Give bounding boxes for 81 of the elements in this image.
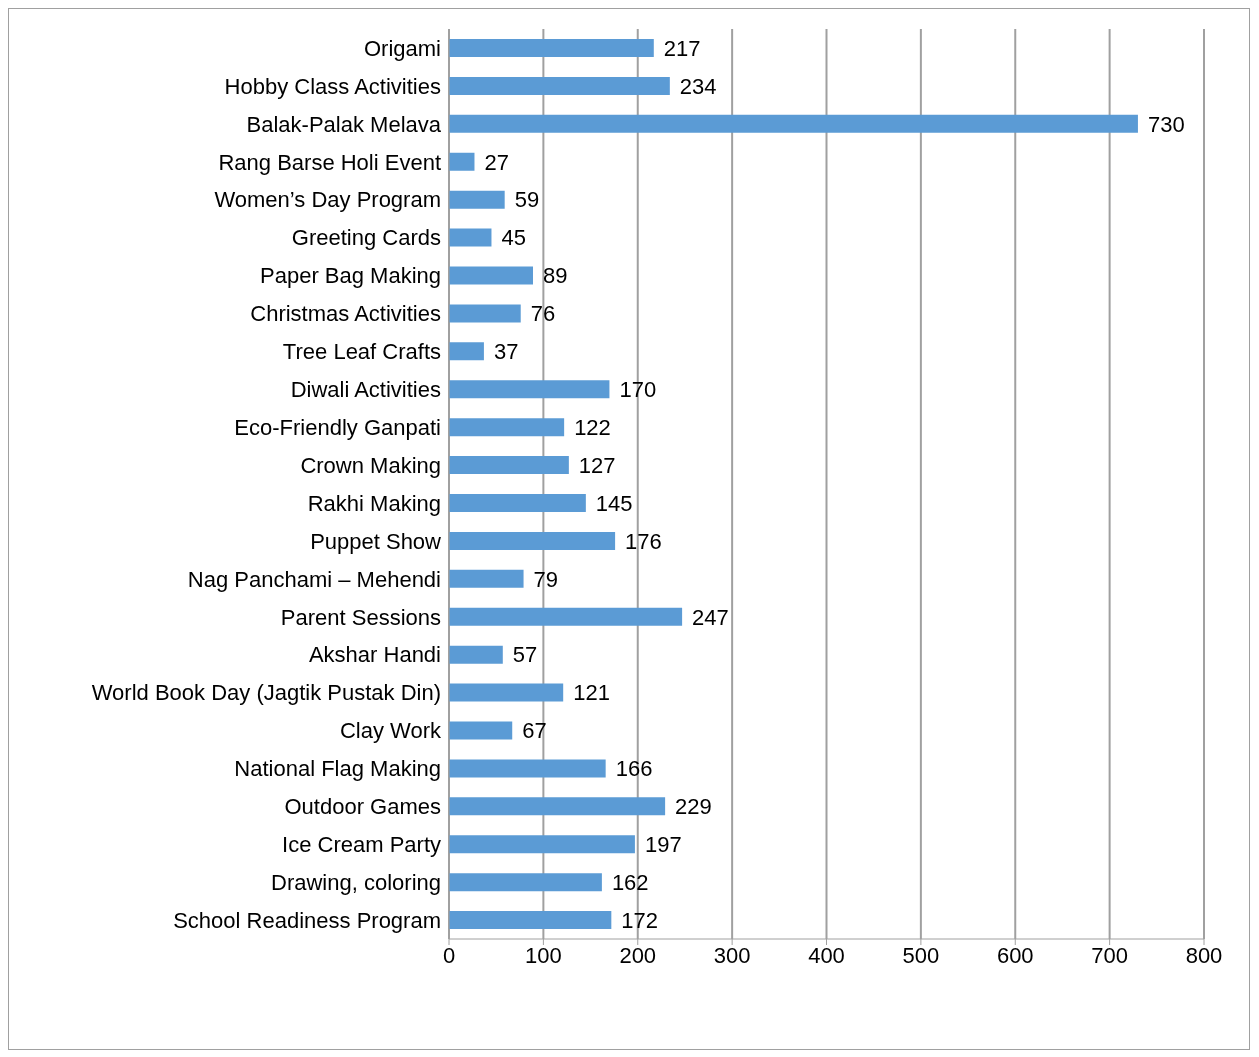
bar — [449, 152, 475, 171]
y-tick-label: School Readiness Program — [173, 907, 441, 933]
data-label: 730 — [1147, 111, 1185, 137]
data-label: 197 — [644, 832, 682, 858]
data-label: 170 — [619, 377, 657, 403]
bar — [449, 645, 503, 664]
bar — [449, 494, 586, 512]
data-label: 234 — [679, 73, 717, 99]
bar — [449, 721, 513, 740]
y-tick-label: Greeting Cards — [291, 225, 441, 251]
bar — [449, 266, 533, 285]
y-tick-label: National Flag Making — [234, 756, 441, 782]
y-tick-label: Paper Bag Making — [260, 263, 441, 289]
data-label: 162 — [611, 869, 649, 895]
x-tick-label: 600 — [996, 942, 1034, 968]
bar — [449, 342, 484, 361]
bar — [449, 114, 1138, 133]
bar — [449, 759, 606, 778]
data-label: 57 — [512, 642, 538, 668]
x-tick-label: 100 — [525, 942, 562, 968]
data-label: 229 — [675, 794, 712, 820]
bar — [449, 531, 616, 550]
data-label: 45 — [501, 225, 526, 251]
y-tick-label: Christmas Activities — [250, 301, 441, 327]
bar — [449, 873, 602, 892]
y-tick-label: Akshar Handi — [308, 642, 441, 668]
x-tick-label: 0 — [442, 942, 456, 968]
data-label: 89 — [542, 263, 568, 289]
data-label: 176 — [625, 528, 662, 554]
y-tick-label: Outdoor Games — [284, 794, 441, 820]
data-label: 67 — [522, 718, 547, 744]
bar — [449, 911, 612, 930]
data-label: 79 — [533, 566, 559, 592]
y-tick-label: Rakhi Making — [307, 490, 441, 516]
data-label: 172 — [621, 907, 659, 933]
y-tick-label: World Book Day (Jagtik Pustak Din) — [91, 680, 441, 706]
x-tick-label: 400 — [808, 942, 845, 968]
y-tick-label: Clay Work — [339, 718, 442, 744]
bar — [449, 569, 524, 588]
bar — [449, 797, 666, 816]
bar — [449, 76, 670, 95]
bar — [449, 835, 635, 854]
x-tick-label: 500 — [902, 942, 940, 968]
y-tick-label: Origami — [363, 35, 441, 61]
data-label: 37 — [493, 339, 519, 365]
x-tick-label: 300 — [713, 942, 751, 968]
y-tick-label: Rang Barse Holi Event — [218, 149, 441, 175]
data-label: 59 — [514, 187, 540, 213]
data-label: 121 — [573, 680, 610, 706]
x-tick-label: 800 — [1185, 942, 1223, 968]
y-tick-label: Parent Sessions — [280, 604, 441, 630]
bar — [449, 607, 683, 626]
x-tick-label: 200 — [619, 942, 657, 968]
bar — [449, 228, 492, 247]
x-tick-label: 700 — [1091, 942, 1128, 968]
y-tick-label: Women’s Day Program — [214, 187, 441, 213]
data-label: 76 — [530, 301, 556, 327]
y-tick-label: Hobby Class Activities — [224, 73, 441, 99]
data-label: 166 — [615, 756, 653, 782]
bar — [449, 304, 521, 323]
data-label: 127 — [578, 452, 616, 478]
data-label: 27 — [484, 149, 509, 175]
y-tick-label: Tree Leaf Crafts — [282, 339, 441, 365]
y-tick-label: Balak-Palak Melava — [246, 111, 442, 137]
bar — [449, 190, 505, 209]
y-tick-label: Ice Cream Party — [282, 832, 441, 858]
bar — [449, 39, 654, 57]
y-tick-label: Nag Panchami – Mehendi — [187, 566, 441, 592]
bar — [449, 418, 565, 437]
data-label: 145 — [595, 490, 633, 516]
y-tick-label: Eco-Friendly Ganpati — [234, 414, 441, 440]
bar — [449, 380, 610, 399]
data-label: 217 — [663, 35, 701, 61]
data-label: 122 — [574, 414, 611, 440]
y-tick-label: Drawing, coloring — [271, 869, 441, 895]
y-tick-label: Crown Making — [300, 452, 441, 478]
data-label: 247 — [692, 604, 729, 630]
bar — [449, 456, 569, 475]
y-tick-label: Diwali Activities — [290, 377, 441, 403]
bar — [449, 683, 564, 702]
y-tick-label: Puppet Show — [310, 528, 442, 554]
